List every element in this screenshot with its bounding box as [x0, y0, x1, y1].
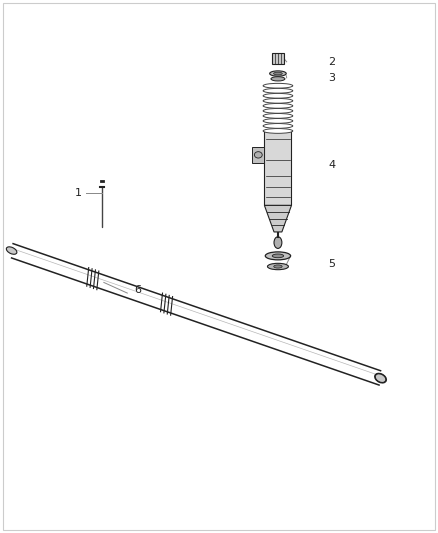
- Ellipse shape: [254, 152, 262, 158]
- Ellipse shape: [263, 108, 293, 113]
- Ellipse shape: [271, 77, 285, 81]
- Ellipse shape: [263, 88, 293, 93]
- Ellipse shape: [375, 374, 386, 383]
- Ellipse shape: [274, 72, 283, 75]
- Text: 6: 6: [134, 286, 141, 295]
- Ellipse shape: [263, 128, 293, 133]
- Text: 3: 3: [328, 73, 335, 83]
- Ellipse shape: [272, 254, 284, 258]
- Ellipse shape: [263, 93, 293, 98]
- Bar: [265, 131, 291, 205]
- Ellipse shape: [6, 247, 17, 254]
- Text: 5: 5: [328, 259, 335, 269]
- Bar: [272, 53, 284, 64]
- Text: 1: 1: [74, 188, 81, 198]
- Text: 4: 4: [328, 160, 335, 171]
- Ellipse shape: [263, 114, 293, 118]
- Ellipse shape: [263, 118, 293, 123]
- Ellipse shape: [268, 263, 288, 270]
- Ellipse shape: [263, 124, 293, 128]
- Bar: [252, 147, 265, 163]
- Polygon shape: [265, 205, 291, 232]
- Ellipse shape: [274, 237, 282, 248]
- Text: 2: 2: [328, 57, 335, 67]
- Ellipse shape: [265, 252, 290, 260]
- Ellipse shape: [270, 71, 286, 76]
- Ellipse shape: [263, 103, 293, 108]
- Ellipse shape: [263, 99, 293, 103]
- Ellipse shape: [263, 83, 293, 88]
- Ellipse shape: [274, 265, 282, 268]
